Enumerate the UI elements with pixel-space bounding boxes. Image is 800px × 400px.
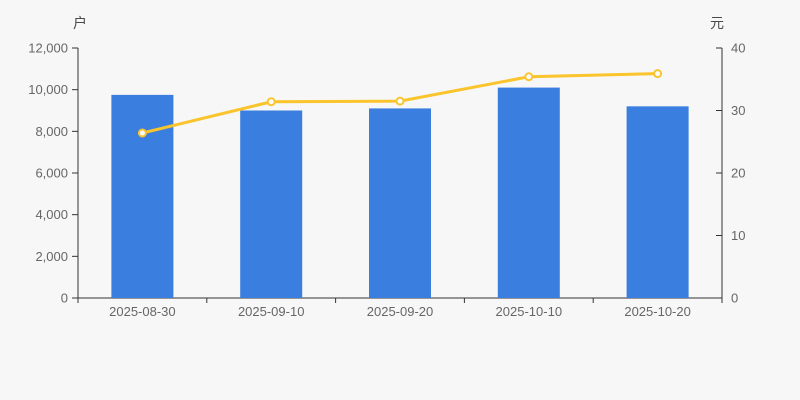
right-axis-tick-label: 0: [731, 291, 738, 306]
left-axis-tick-label: 12,000: [28, 41, 68, 56]
left-axis-tick-label: 8,000: [35, 124, 68, 139]
x-axis-category-label: 2025-08-30: [109, 304, 176, 319]
x-axis-category-label: 2025-09-20: [367, 304, 434, 319]
line-marker[interactable]: [137, 128, 147, 138]
right-axis-tick-label: 20: [731, 166, 745, 181]
right-axis-unit-label: 元: [710, 15, 724, 31]
line-marker[interactable]: [395, 96, 405, 106]
left-axis-tick-label: 10,000: [28, 82, 68, 97]
x-axis-category-label: 2025-09-10: [238, 304, 305, 319]
bar[interactable]: [111, 94, 174, 298]
bar[interactable]: [626, 106, 689, 298]
line-marker[interactable]: [266, 97, 276, 107]
right-axis-tick-label: 10: [731, 228, 745, 243]
line-marker[interactable]: [524, 72, 534, 82]
x-axis-category-label: 2025-10-10: [496, 304, 563, 319]
left-axis-tick-label: 2,000: [35, 249, 68, 264]
bar[interactable]: [497, 87, 560, 298]
left-axis-tick-label: 6,000: [35, 166, 68, 181]
right-axis-tick-label: 30: [731, 103, 745, 118]
x-axis-category-label: 2025-10-20: [624, 304, 691, 319]
left-axis-tick-label: 0: [61, 291, 68, 306]
left-axis-unit-label: 户: [73, 15, 87, 31]
line-marker[interactable]: [653, 69, 663, 79]
left-axis-tick-label: 4,000: [35, 207, 68, 222]
bar[interactable]: [240, 110, 303, 299]
right-axis-tick-label: 40: [731, 41, 745, 56]
bar[interactable]: [369, 108, 431, 299]
